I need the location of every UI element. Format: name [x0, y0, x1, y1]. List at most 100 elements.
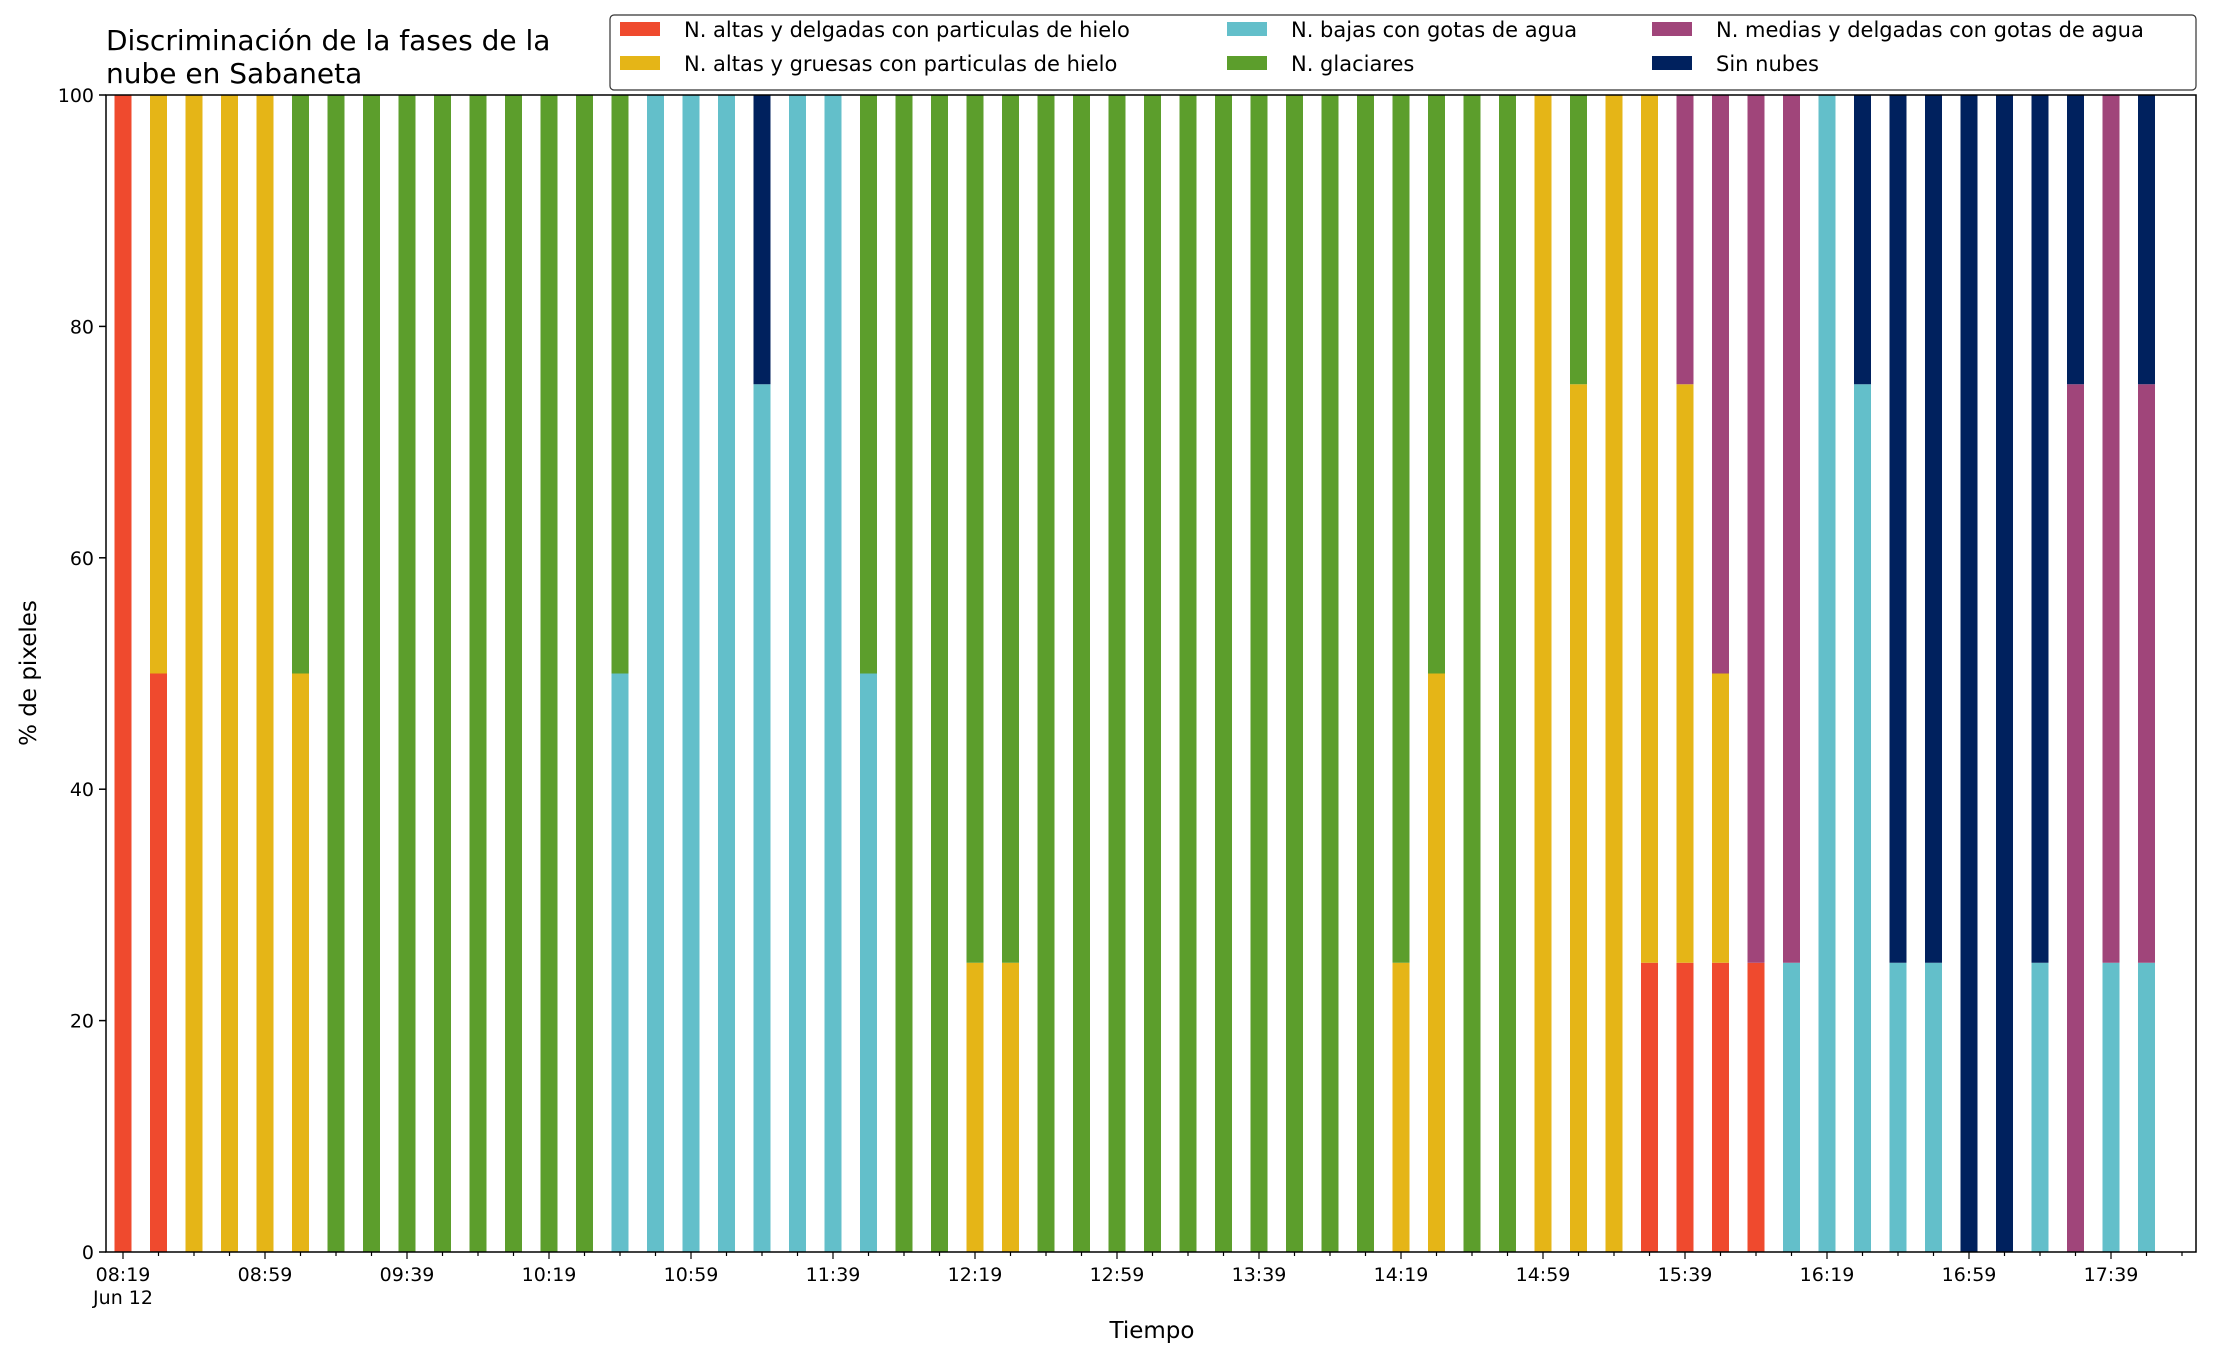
legend: N. altas y delgadas con particulas de hi… [609, 14, 2197, 91]
legend-entry-label: N. glaciares [1291, 52, 1414, 76]
bar-segment [611, 95, 629, 674]
x-axis: 08:19 08:59 09:39 10:19 10:59 11:39 12:19 12:59… [92, 1252, 2183, 1309]
bar-segment [1676, 95, 1694, 385]
bar-segment [753, 384, 771, 1252]
bar-segment [789, 95, 806, 1252]
bar-segment [1996, 95, 2013, 1252]
bar-segment [1818, 95, 1836, 1252]
bar-segment [540, 95, 558, 1252]
x-axis-title: Tiempo [1109, 1318, 1195, 1344]
bar-segment [1037, 95, 1055, 1252]
bar-segment [647, 95, 664, 1252]
x-tick-label: 13:39 [1232, 1264, 1287, 1286]
x-tick-label: 12:59 [1090, 1264, 1145, 1286]
bar-segment [1570, 384, 1587, 1252]
bar-segment [434, 95, 451, 1252]
x-tick-label: 17:39 [2084, 1264, 2139, 1286]
bar-segment [1002, 95, 1019, 963]
bar-segment [611, 673, 629, 1252]
x-tick-label: 15:39 [1658, 1264, 1713, 1286]
bar-segment [824, 95, 842, 1252]
bar-segment [114, 95, 132, 1252]
chart-title-line-1: Discriminación de la fases de la [106, 24, 550, 57]
legend-entry-label: N. altas y gruesas con particulas de hie… [684, 52, 1117, 76]
bar-segment [1321, 95, 1339, 1252]
bar-segment [2067, 384, 2084, 1252]
bar-segment [1215, 95, 1232, 1252]
bar-segment [1641, 95, 1658, 963]
bar-segment [2138, 95, 2155, 385]
y-tick-label: 60 [70, 548, 94, 570]
bar-segment [753, 95, 771, 385]
y-axis: 0 20 40 60 80 100 [58, 85, 106, 1264]
bar-segment [1605, 95, 1623, 1252]
bar-segment [1463, 95, 1481, 1252]
legend-entry-label: Sin nubes [1716, 52, 1819, 76]
y-axis-title: % de pixeles [16, 600, 42, 746]
bar-segment [1641, 962, 1658, 1252]
bar-segment [398, 95, 416, 1252]
bar-segment [292, 673, 309, 1252]
y-tick-label: 20 [70, 1011, 94, 1033]
bar-segment [682, 95, 700, 1252]
bar-segment [1747, 962, 1765, 1252]
bar-segment [469, 95, 487, 1252]
legend-swatch [1652, 22, 1692, 36]
bar-segment [1534, 95, 1552, 1252]
bar-segment [1712, 673, 1729, 963]
bar-segment [327, 95, 345, 1252]
bar-segment [2031, 962, 2049, 1252]
bar-segment [1960, 95, 1978, 1252]
x-tick-label: 09:39 [380, 1264, 435, 1286]
y-tick-label: 40 [70, 779, 94, 801]
bar-segment [2138, 962, 2155, 1252]
bar-segment [1002, 962, 1019, 1252]
bar-segment [1570, 95, 1587, 385]
bar-segment [1925, 962, 1942, 1252]
x-tick-label: 16:19 [1800, 1264, 1855, 1286]
bar-segment [895, 95, 913, 1252]
bar-segment [221, 95, 238, 1252]
bar-segment [1783, 962, 1800, 1252]
legend-swatch [1652, 56, 1692, 70]
bar-segment [931, 95, 948, 1252]
x-date-label: Jun 12 [92, 1287, 153, 1309]
x-tick-label: 10:19 [522, 1264, 577, 1286]
bar-segment [256, 95, 274, 1252]
bar-segment [966, 95, 984, 963]
x-tick-label: 08:19 [96, 1264, 151, 1286]
bar-segment [1889, 962, 1907, 1252]
bar-segment [185, 95, 203, 1252]
chart-title: Discriminación de la fases de la nube en… [106, 24, 550, 90]
legend-swatch [1227, 22, 1267, 36]
bar-segment [1179, 95, 1197, 1252]
bar-segment [1357, 95, 1374, 1252]
bar-segment [292, 95, 309, 674]
bar-segment [1676, 962, 1694, 1252]
bar-segment [1250, 95, 1268, 1252]
bar-segment [1428, 673, 1445, 1252]
legend-entry-label: N. medias y delgadas con gotas de agua [1716, 18, 2144, 42]
x-tick-label: 08:59 [238, 1264, 293, 1286]
bar-segment [1747, 95, 1765, 963]
bar-segment [2102, 95, 2120, 963]
bar-segment [2031, 95, 2049, 963]
y-tick-label: 0 [82, 1242, 94, 1264]
bar-segment [1392, 962, 1410, 1252]
bar-segment [1854, 95, 1871, 385]
bar-segment [150, 673, 167, 1252]
bar-series-group [114, 95, 2155, 1252]
bar-segment [1499, 95, 1516, 1252]
bar-segment [1783, 95, 1800, 963]
legend-entry-label: N. bajas con gotas de agua [1291, 18, 1577, 42]
bar-segment [1392, 95, 1410, 963]
bar-segment [1108, 95, 1126, 1252]
bar-segment [1428, 95, 1445, 674]
bar-segment [2102, 962, 2120, 1252]
bar-segment [505, 95, 522, 1252]
bar-segment [966, 962, 984, 1252]
legend-swatch [620, 22, 660, 36]
bar-segment [1073, 95, 1090, 1252]
bar-segment [1712, 95, 1729, 674]
